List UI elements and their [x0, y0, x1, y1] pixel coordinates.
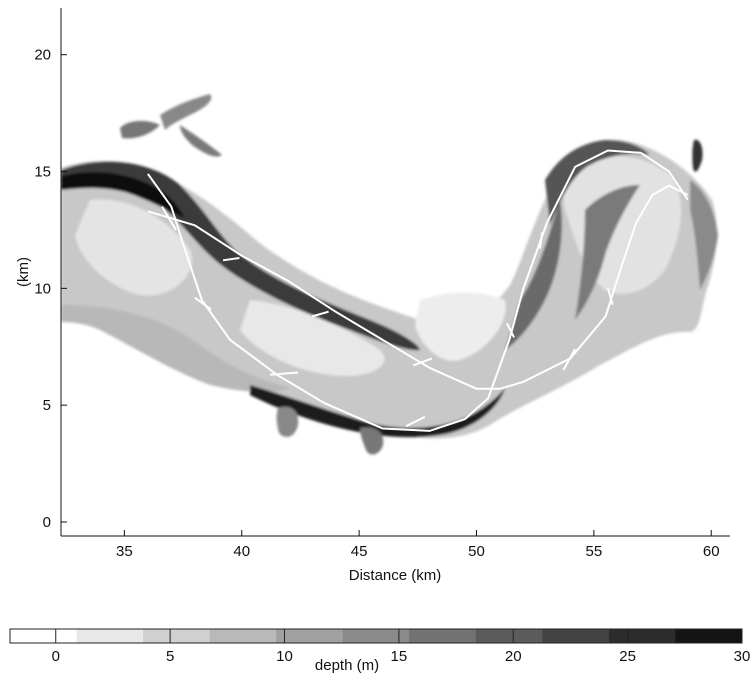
colorbar-tick-label: 15	[391, 648, 408, 665]
cross-section-7	[412, 357, 433, 367]
colorbar-block	[342, 629, 410, 643]
cross-section-4	[269, 371, 299, 376]
colorbar-label: depth (m)	[315, 657, 379, 674]
cross-section-9	[538, 232, 544, 249]
cross-section-6	[405, 415, 426, 428]
x-tick-label: 60	[703, 543, 720, 560]
cross-section-5	[311, 310, 329, 318]
centerline-1	[147, 184, 689, 390]
cross-section-3	[194, 296, 212, 311]
cross-section-1	[161, 206, 177, 231]
y-tick-label: 0	[43, 514, 51, 531]
axes	[60, 8, 730, 537]
colorbar-ticks: 0 5 10 15 20 25 30	[52, 629, 751, 665]
colorbar-block	[276, 629, 344, 643]
y-ticks: 0 5 10 15 20	[34, 47, 67, 531]
cross-section-11	[606, 288, 614, 305]
colorbar-block	[10, 629, 78, 643]
colorbar-block	[143, 629, 211, 643]
colorbar-block	[542, 629, 610, 643]
x-tick-label: 50	[468, 543, 485, 560]
y-tick-label: 20	[34, 47, 51, 64]
colorbar-block	[209, 629, 277, 643]
cross-section-2	[222, 256, 240, 262]
x-tick-label: 35	[116, 543, 133, 560]
colorbar-block	[675, 629, 743, 643]
y-tick-label: 15	[34, 164, 51, 181]
colorbar-tick-label: 20	[505, 648, 522, 665]
colorbar-block	[475, 629, 543, 643]
cross-section-10	[562, 348, 576, 371]
colorbar-block	[608, 629, 676, 643]
cross-section-8	[506, 322, 515, 338]
x-tick-label: 45	[351, 543, 368, 560]
colorbar-tick-label: 10	[276, 648, 293, 665]
cross-section-group	[161, 206, 614, 428]
x-tick-label: 40	[233, 543, 250, 560]
centerline-group	[147, 149, 689, 432]
colorbar-block	[409, 629, 477, 643]
x-ticks: 35 40 45 50 55 60	[116, 530, 720, 560]
colorbar-tick-label: 5	[166, 648, 174, 665]
colorbar: 0 5 10 15 20 25 30 depth (m)	[9, 628, 751, 674]
colorbar-blocks	[10, 629, 743, 643]
x-tick-label: 55	[586, 543, 603, 560]
y-tick-label: 5	[43, 397, 51, 414]
y-tick-label: 10	[34, 280, 51, 297]
y-axis-title: (km)	[15, 257, 32, 287]
centerline-2	[147, 149, 689, 432]
colorbar-tick-label: 25	[619, 648, 636, 665]
x-axis-title: Distance (km)	[349, 567, 442, 584]
colorbar-tick-label: 0	[52, 648, 60, 665]
colorbar-tick-label: 30	[734, 648, 751, 665]
colorbar-block	[76, 629, 144, 643]
